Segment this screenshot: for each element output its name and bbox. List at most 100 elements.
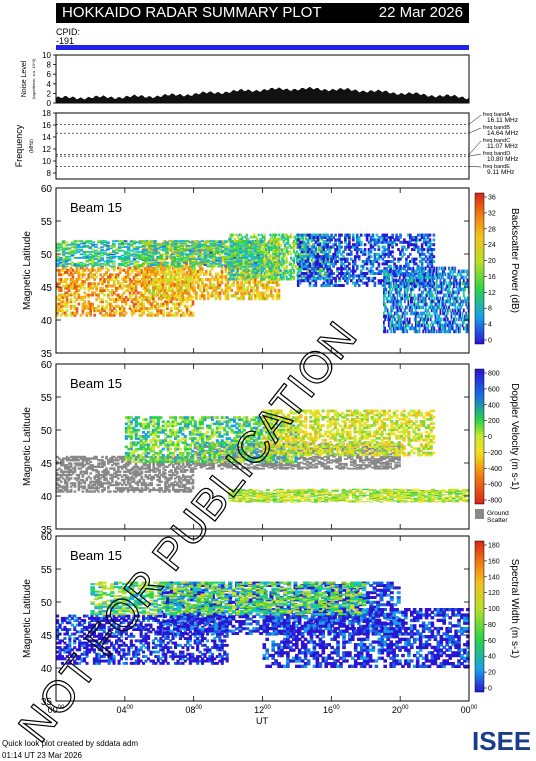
scatter-cell xyxy=(334,233,337,237)
scatter-cell xyxy=(340,274,343,278)
scatter-cell xyxy=(377,248,381,251)
scatter-cell xyxy=(99,268,102,272)
scatter-cell xyxy=(330,262,333,266)
scatter-cell xyxy=(56,298,59,301)
scatter-cell xyxy=(132,268,136,272)
scatter-cell xyxy=(109,304,112,308)
scatter-cell xyxy=(344,238,347,242)
scatter-cell xyxy=(59,307,63,310)
scatter-cell xyxy=(318,276,322,280)
scatter-cell xyxy=(146,288,149,293)
scatter-cell xyxy=(160,311,163,315)
scatter-cell xyxy=(214,286,218,290)
scatter-cell xyxy=(417,302,420,307)
scatter-cell xyxy=(355,233,359,237)
scatter-cell xyxy=(430,255,434,259)
scatter-cell xyxy=(224,256,228,260)
scatter-cell xyxy=(73,295,77,299)
scatter-cell xyxy=(157,280,161,284)
scatter-cell xyxy=(263,239,266,243)
scatter-cell xyxy=(405,278,407,283)
scatter-cell xyxy=(340,272,343,275)
scatter-cell xyxy=(111,304,114,308)
scatter-cell xyxy=(238,277,241,281)
scatter-cell xyxy=(328,279,331,283)
scatter-cell xyxy=(409,236,412,239)
scatter-cell xyxy=(267,250,270,254)
scatter-cell xyxy=(163,291,167,295)
scatter-cell xyxy=(411,296,413,301)
scatter-cell xyxy=(257,233,260,237)
scatter-cell xyxy=(163,259,167,263)
scatter-cell xyxy=(220,256,224,260)
scatter-cell xyxy=(161,286,165,290)
scatter-cell xyxy=(421,317,423,322)
scatter-cell xyxy=(365,262,369,266)
scatter-cell xyxy=(420,252,424,256)
scatter-cell xyxy=(392,278,395,283)
scatter-cell xyxy=(169,242,173,247)
scatter-cell xyxy=(148,311,151,315)
scatter-cell xyxy=(420,243,424,247)
scatter-cell xyxy=(269,294,273,298)
scatter-cell xyxy=(285,269,288,272)
scatter-cell xyxy=(163,269,167,274)
scatter-cell xyxy=(269,275,272,279)
scatter-cell xyxy=(111,291,114,295)
scatter-cell xyxy=(410,326,412,331)
scatter-cell xyxy=(120,282,124,286)
scatter-cell xyxy=(355,236,359,239)
scatter-cell xyxy=(426,314,428,319)
scatter-cell xyxy=(230,267,234,271)
scatter-cell xyxy=(312,238,316,242)
scatter-cell xyxy=(324,250,327,254)
scatter-cell xyxy=(165,288,169,293)
scatter-cell xyxy=(295,260,298,264)
scatter-cell xyxy=(176,298,179,301)
scatter-cell xyxy=(177,267,180,271)
scatter-cell xyxy=(128,286,132,290)
scatter-cell xyxy=(73,282,77,286)
scatter-cell xyxy=(278,273,281,277)
scatter-cell xyxy=(69,311,73,315)
cpid-value: -191 xyxy=(56,36,75,46)
scatter-cell xyxy=(132,275,136,279)
scatter-cell xyxy=(385,262,388,266)
scatter-cell xyxy=(224,296,228,301)
scatter-cell xyxy=(262,261,265,266)
scatter-cell xyxy=(395,323,398,328)
scatter-cell xyxy=(189,304,193,308)
scatter-cell xyxy=(93,282,96,286)
scatter-cell xyxy=(405,311,407,316)
scatter-cell xyxy=(59,280,63,283)
scatter-cell xyxy=(167,278,171,282)
scatter-cell xyxy=(324,276,327,280)
scatter-cell xyxy=(140,271,144,274)
scatter-cell xyxy=(177,272,180,276)
scatter-cell xyxy=(81,302,85,306)
scatter-cell xyxy=(416,245,420,249)
scatter-cell xyxy=(91,273,94,277)
scatter-cell xyxy=(269,246,272,249)
scatter-cell xyxy=(256,273,259,277)
scatter-cell xyxy=(308,269,312,273)
scatter-cell xyxy=(228,277,231,281)
scatter-cell xyxy=(140,268,144,272)
scatter-cell xyxy=(156,273,159,277)
scatter-cell xyxy=(389,284,391,289)
scatter-cell xyxy=(138,271,142,274)
plot-header: HOKKAIDO RADAR SUMMARY PLOT 22 Mar 2026 xyxy=(56,3,469,23)
scatter-cell xyxy=(195,294,198,298)
scatter-cell xyxy=(387,299,390,304)
scatter-cell xyxy=(310,239,313,243)
scatter-cell xyxy=(334,243,337,247)
scatter-cell xyxy=(430,264,434,268)
scatter-cell xyxy=(112,263,116,265)
scatter-cell xyxy=(191,245,194,249)
scatter-cell xyxy=(336,252,339,256)
scatter-cell xyxy=(426,293,428,298)
scatter-cell xyxy=(304,279,308,283)
scatter-cell xyxy=(406,269,409,274)
scatter-cell xyxy=(220,278,224,282)
scatter-cell xyxy=(392,293,395,298)
